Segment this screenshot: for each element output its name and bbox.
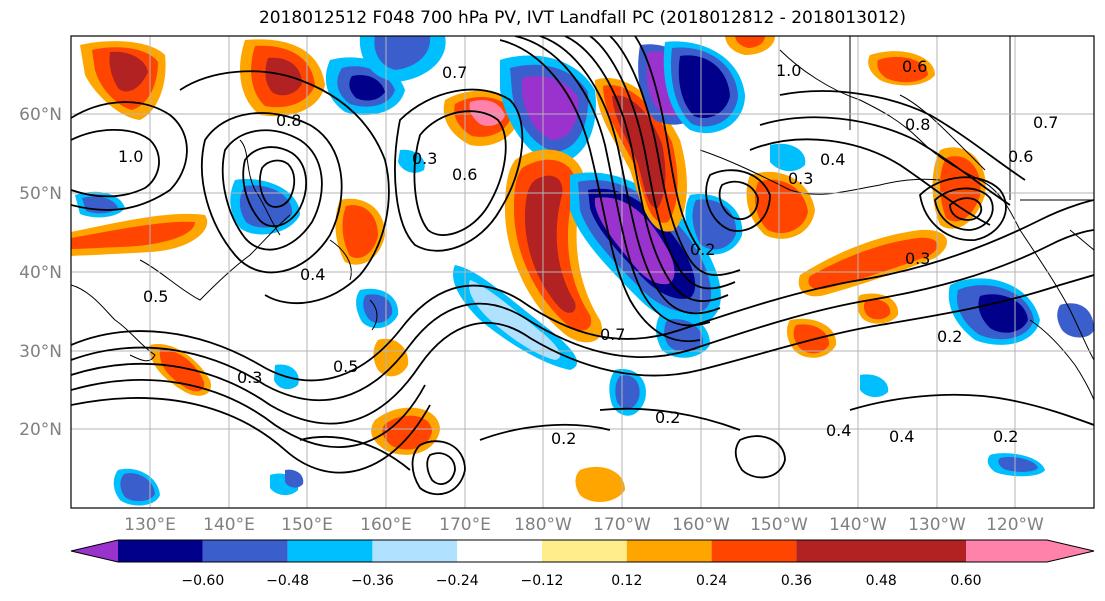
colorbar-tick-label: −0.48 xyxy=(266,573,309,589)
longitude-labels: 130°E 140°E 150°E 160°E 170°E 180°W 170°… xyxy=(124,515,1044,535)
lon-label: 180°W xyxy=(514,515,572,535)
colorbar-tick-label: −0.60 xyxy=(181,573,224,589)
contour-label: 0.3 xyxy=(237,368,262,387)
colorbar-segment xyxy=(711,540,797,562)
colorbar-segment xyxy=(796,540,882,562)
lon-label: 120°W xyxy=(986,515,1044,535)
contour-label: 0.2 xyxy=(937,327,962,346)
contour-label: 0.4 xyxy=(300,265,325,284)
colorbar-right-extension xyxy=(881,540,966,562)
colorbar-tick-label: 0.12 xyxy=(611,573,642,589)
lon-label: 170°W xyxy=(593,515,651,535)
contour-label: 1.0 xyxy=(118,147,143,166)
colorbar-tick-label: 0.48 xyxy=(866,573,897,589)
contour-label: 0.3 xyxy=(788,169,813,188)
colorbar-segment xyxy=(542,540,627,562)
contour-label: 0.4 xyxy=(826,421,851,440)
colorbar: −0.60 −0.48 −0.36 −0.24 −0.12 0.12 0.24 … xyxy=(70,539,1095,589)
latitude-labels: 60°N 50°N 40°N 30°N 20°N xyxy=(19,105,62,440)
contour-label: 0.5 xyxy=(333,357,358,376)
colorbar-segment xyxy=(202,540,288,562)
lon-label: 140°E xyxy=(203,515,255,535)
lon-label: 130°E xyxy=(124,515,176,535)
colorbar-tick-label: 0.36 xyxy=(781,573,812,589)
colorbar-tick-label: −0.36 xyxy=(351,573,394,589)
contour-label: 0.2 xyxy=(993,427,1018,446)
lon-label: 170°E xyxy=(439,515,491,535)
contour-label: 0.3 xyxy=(412,149,437,168)
contour-label: 0.4 xyxy=(820,150,845,169)
contour-label: 0.2 xyxy=(551,429,576,448)
lat-label: 20°N xyxy=(19,420,62,440)
colorbar-tick-label: 0.60 xyxy=(950,573,981,589)
colorbar-segment xyxy=(966,540,1047,562)
contour-label: 0.8 xyxy=(905,115,930,134)
contour-label: 0.2 xyxy=(690,240,715,259)
colorbar-segment xyxy=(287,540,373,562)
contour-label: 0.6 xyxy=(1008,147,1033,166)
colorbar-tick-label: −0.12 xyxy=(521,573,564,589)
map-frame xyxy=(70,35,1095,509)
map-title: 2018012512 F048 700 hPa PV, IVT Landfall… xyxy=(258,8,906,28)
contour-label: 1.0 xyxy=(776,61,801,80)
lon-label: 150°E xyxy=(281,515,333,535)
contour-label: 0.2 xyxy=(655,408,680,427)
colorbar-segment xyxy=(457,540,542,562)
contour-label: 0.7 xyxy=(600,325,625,344)
lat-label: 60°N xyxy=(19,105,62,125)
lat-label: 40°N xyxy=(19,263,62,283)
coastline-layer xyxy=(71,36,1094,401)
contour-label: 0.8 xyxy=(276,111,301,130)
contour-label: 0.4 xyxy=(889,427,914,446)
contour-labels: 0.7 0.6 0.3 0.5 0.2 0.4 0.8 1.0 0.6 0.3 … xyxy=(118,57,1058,448)
contour-label: 0.3 xyxy=(905,249,930,268)
lon-label: 160°E xyxy=(360,515,412,535)
contour-label: 0.6 xyxy=(452,165,477,184)
colorbar-tick-label: 0.24 xyxy=(696,573,727,589)
lon-label: 160°W xyxy=(672,515,730,535)
colorbar-segment xyxy=(372,540,458,562)
contour-label: 0.7 xyxy=(442,63,467,82)
lon-label: 130°W xyxy=(908,515,966,535)
lon-label: 140°W xyxy=(829,515,887,535)
contour-label: 0.6 xyxy=(902,57,927,76)
colorbar-tick-label: −0.24 xyxy=(436,573,479,589)
lon-label: 150°W xyxy=(750,515,808,535)
lat-label: 30°N xyxy=(19,342,62,362)
colorbar-right-extension xyxy=(1047,540,1094,562)
pv-contour-layer xyxy=(71,36,1094,496)
colorbar-segment xyxy=(118,540,203,562)
colorbar-left-extension xyxy=(71,540,118,562)
contour-label: 0.7 xyxy=(1033,113,1058,132)
contour-label: 0.5 xyxy=(143,287,168,306)
graticule xyxy=(71,36,1094,508)
colorbar-segment xyxy=(626,540,712,562)
lat-label: 50°N xyxy=(19,184,62,204)
